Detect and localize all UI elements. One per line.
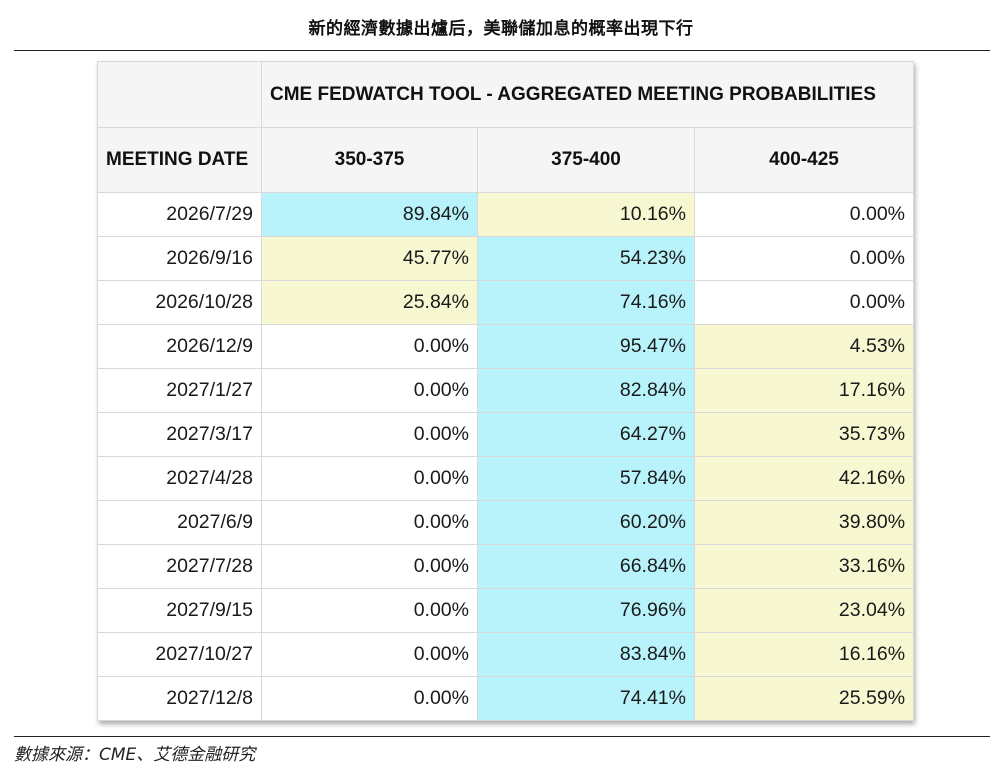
probability-cell: 76.96% — [477, 588, 695, 633]
table-body: 2026/7/29 89.84% 10.16% 0.00% 2026/9/16 45.77… — [97, 192, 915, 721]
probability-cell: 17.16% — [693, 368, 915, 413]
probability-cell: 89.84% — [261, 192, 478, 237]
table-row: 2027/3/17 0.00% 64.27% 35.73% — [97, 412, 915, 457]
table-corner-cell — [97, 61, 262, 128]
tool-title: CME FEDWATCH TOOL - AGGREGATED MEETING P… — [260, 61, 915, 128]
probability-cell: 82.84% — [477, 368, 695, 413]
table-row: 2026/9/16 45.77% 54.23% 0.00% — [97, 236, 915, 281]
probability-cell: 74.16% — [477, 280, 695, 325]
probability-cell: 0.00% — [261, 588, 478, 633]
probability-cell: 74.41% — [477, 676, 695, 721]
probability-cell: 35.73% — [693, 412, 915, 457]
meeting-date-cell: 2027/12/8 — [97, 676, 262, 721]
top-divider — [14, 50, 990, 51]
probability-cell: 0.00% — [693, 280, 915, 325]
probability-cell: 39.80% — [693, 500, 915, 545]
probability-cell: 10.16% — [477, 192, 695, 237]
page-title: 新的經濟數據出爐后，美聯儲加息的概率出現下行 — [308, 19, 694, 39]
table-row: 2026/7/29 89.84% 10.16% 0.00% — [97, 192, 915, 237]
probability-cell: 16.16% — [693, 632, 915, 677]
probability-cell: 45.77% — [261, 236, 478, 281]
probability-cell: 60.20% — [477, 500, 695, 545]
fedwatch-probability-table: CME FEDWATCH TOOL - AGGREGATED MEETING P… — [97, 61, 915, 721]
probability-cell: 42.16% — [693, 456, 915, 501]
table-title-row: CME FEDWATCH TOOL - AGGREGATED MEETING P… — [97, 61, 915, 128]
meeting-date-cell: 2027/3/17 — [97, 412, 262, 457]
probability-cell: 0.00% — [693, 236, 915, 281]
probability-cell: 0.00% — [261, 632, 478, 677]
table-row: 2027/6/9 0.00% 60.20% 39.80% — [97, 500, 915, 545]
bottom-divider — [14, 736, 990, 737]
probability-cell: 4.53% — [693, 324, 915, 369]
meeting-date-cell: 2027/1/27 — [97, 368, 262, 413]
table-row: 2026/10/28 25.84% 74.16% 0.00% — [97, 280, 915, 325]
meeting-date-cell: 2027/6/9 — [97, 500, 262, 545]
column-header-350-375: 350-375 — [261, 127, 478, 193]
source-note: 數據來源：CME、艾德金融研究 — [14, 745, 256, 765]
probability-cell: 0.00% — [261, 368, 478, 413]
probability-cell: 0.00% — [261, 544, 478, 589]
probability-cell: 23.04% — [693, 588, 915, 633]
probability-cell: 0.00% — [693, 192, 915, 237]
meeting-date-cell: 2026/9/16 — [97, 236, 262, 281]
meeting-date-cell: 2027/4/28 — [97, 456, 262, 501]
probability-cell: 83.84% — [477, 632, 695, 677]
probability-cell: 0.00% — [261, 676, 478, 721]
column-header-375-400: 375-400 — [477, 127, 695, 193]
meeting-date-header: MEETING DATE — [97, 127, 262, 193]
table-row: 2027/7/28 0.00% 66.84% 33.16% — [97, 544, 915, 589]
probability-cell: 0.00% — [261, 324, 478, 369]
probability-cell: 0.00% — [261, 456, 478, 501]
meeting-date-cell: 2026/12/9 — [97, 324, 262, 369]
fedwatch-table-container: CME FEDWATCH TOOL - AGGREGATED MEETING P… — [97, 61, 915, 721]
probability-cell: 25.59% — [693, 676, 915, 721]
table-row: 2026/12/9 0.00% 95.47% 4.53% — [97, 324, 915, 369]
probability-cell: 57.84% — [477, 456, 695, 501]
probability-cell: 25.84% — [261, 280, 478, 325]
table-row: 2027/1/27 0.00% 82.84% 17.16% — [97, 368, 915, 413]
probability-cell: 66.84% — [477, 544, 695, 589]
probability-cell: 54.23% — [477, 236, 695, 281]
table-row: 2027/9/15 0.00% 76.96% 23.04% — [97, 588, 915, 633]
table-row: 2027/10/27 0.00% 83.84% 16.16% — [97, 632, 915, 677]
meeting-date-cell: 2026/10/28 — [97, 280, 262, 325]
column-header-400-425: 400-425 — [693, 127, 915, 193]
meeting-date-cell: 2027/10/27 — [97, 632, 262, 677]
meeting-date-cell: 2026/7/29 — [97, 192, 262, 237]
probability-cell: 33.16% — [693, 544, 915, 589]
column-header-row: MEETING DATE 350-375 375-400 400-425 — [97, 127, 915, 193]
meeting-date-cell: 2027/7/28 — [97, 544, 262, 589]
probability-cell: 0.00% — [261, 500, 478, 545]
probability-cell: 0.00% — [261, 412, 478, 457]
table-row: 2027/4/28 0.00% 57.84% 42.16% — [97, 456, 915, 501]
table-row: 2027/12/8 0.00% 74.41% 25.59% — [97, 676, 915, 721]
probability-cell: 64.27% — [477, 412, 695, 457]
probability-cell: 95.47% — [477, 324, 695, 369]
meeting-date-cell: 2027/9/15 — [97, 588, 262, 633]
